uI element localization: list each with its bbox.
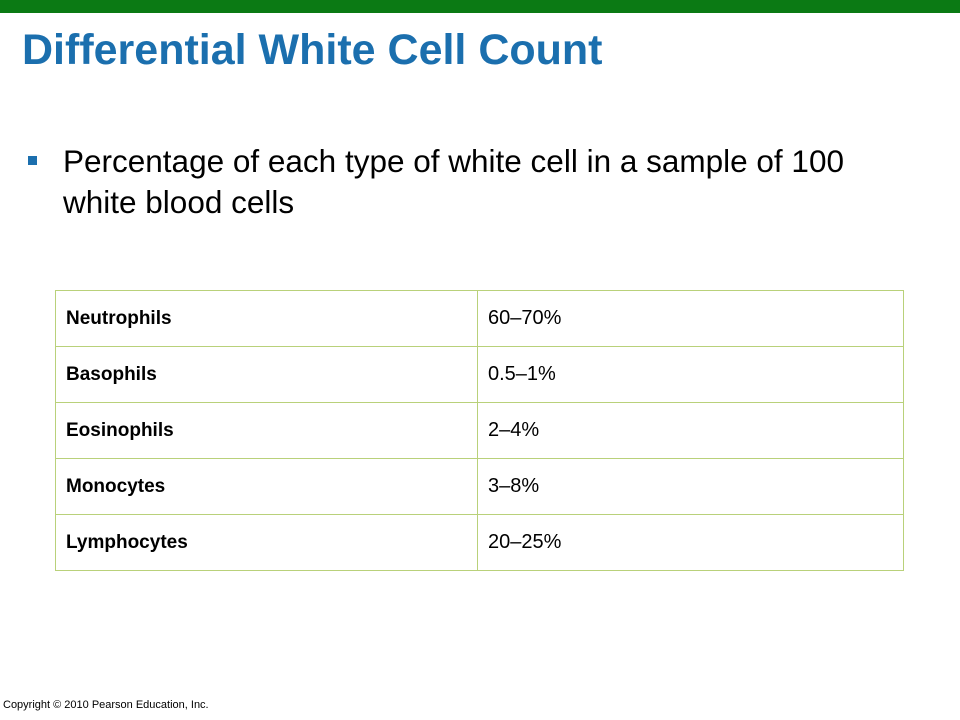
square-bullet-icon xyxy=(28,156,37,165)
top-accent-bar xyxy=(0,0,960,13)
cell-percentage: 3–8% xyxy=(477,458,904,515)
cell-type-name: Monocytes xyxy=(55,458,478,515)
white-cell-table: Neutrophils 60–70% Basophils 0.5–1% Eosi… xyxy=(55,290,904,571)
slide-title: Differential White Cell Count xyxy=(22,26,603,74)
table-row: Neutrophils 60–70% xyxy=(55,290,904,347)
cell-type-name: Lymphocytes xyxy=(55,514,478,571)
cell-type-name: Neutrophils xyxy=(55,290,478,347)
cell-percentage: 60–70% xyxy=(477,290,904,347)
cell-percentage: 2–4% xyxy=(477,402,904,459)
cell-type-name: Basophils xyxy=(55,346,478,403)
copyright-notice: Copyright © 2010 Pearson Education, Inc. xyxy=(3,699,209,711)
table-row: Eosinophils 2–4% xyxy=(55,402,904,459)
table-row: Monocytes 3–8% xyxy=(55,458,904,515)
cell-percentage: 0.5–1% xyxy=(477,346,904,403)
bullet-text: Percentage of each type of white cell in… xyxy=(63,143,844,220)
cell-type-name: Eosinophils xyxy=(55,402,478,459)
table-row: Lymphocytes 20–25% xyxy=(55,514,904,571)
bullet-item: Percentage of each type of white cell in… xyxy=(22,141,922,223)
bullet-list: Percentage of each type of white cell in… xyxy=(22,141,922,223)
table-row: Basophils 0.5–1% xyxy=(55,346,904,403)
cell-percentage: 20–25% xyxy=(477,514,904,571)
